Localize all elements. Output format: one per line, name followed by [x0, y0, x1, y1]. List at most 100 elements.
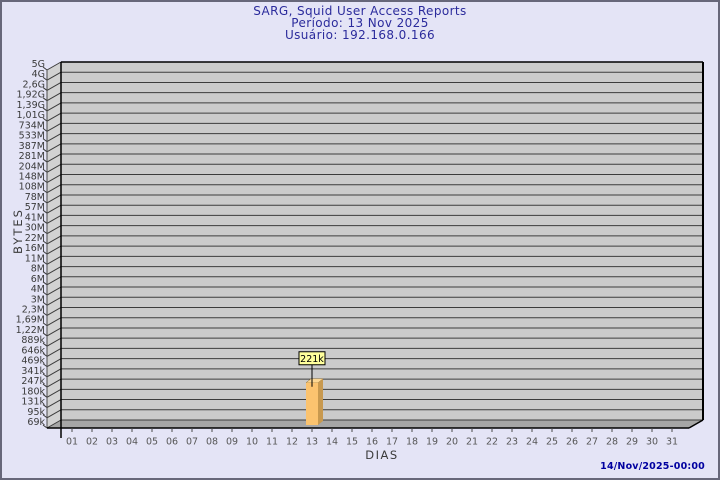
wall-gridline: [46, 419, 62, 429]
y-tick: [42, 393, 48, 398]
wall-gridline: [46, 153, 62, 163]
title-block: SARG, Squid User Access Reports Período:…: [2, 5, 718, 41]
wall-gridline: [46, 225, 62, 235]
wall-gridline: [46, 307, 62, 316]
wall-gridline: [46, 286, 62, 296]
x-tick-label: 28: [606, 436, 618, 447]
y-tick: [42, 383, 48, 388]
wall-gridline: [46, 255, 62, 265]
wall-gridline: [46, 82, 62, 91]
y-tick-label: 889k: [21, 335, 45, 346]
x-tick-label: 19: [426, 436, 438, 447]
chart-user: Usuário: 192.168.0.166: [284, 28, 436, 42]
wall-gridline: [46, 245, 62, 255]
wall-gridline: [46, 61, 62, 71]
y-tick-label: 387M: [19, 141, 45, 152]
y-tick: [42, 352, 48, 357]
wall-gridline: [46, 399, 62, 408]
floor-right-edge: [688, 419, 704, 429]
y-tick: [42, 250, 48, 255]
y-tick-label: 341k: [21, 366, 45, 377]
y-tick: [42, 209, 48, 214]
y-tick: [42, 107, 48, 112]
y-tick: [42, 404, 48, 408]
bar-value-label: 221k: [300, 354, 324, 365]
wall-gridline: [46, 112, 62, 122]
wall-gridline: [46, 204, 62, 214]
wall-gridline: [46, 327, 62, 337]
y-tick-label: 1,22M: [16, 325, 45, 336]
x-tick-label: 08: [206, 436, 218, 447]
y-tick: [42, 127, 48, 132]
y-tick-label: 5G: [32, 59, 45, 70]
y-tick: [42, 260, 48, 265]
y-tick-label: 95k: [27, 407, 45, 418]
x-tick-label: 20: [446, 436, 458, 447]
wall-gridline: [46, 368, 62, 378]
y-tick: [42, 189, 48, 194]
y-tick: [42, 117, 48, 122]
y-tick: [42, 332, 48, 337]
x-tick-label: 16: [366, 436, 378, 447]
y-tick: [42, 363, 48, 368]
wall-gridline: [46, 235, 62, 245]
y-tick: [42, 301, 48, 306]
y-tick: [42, 220, 48, 224]
wall-gridline: [46, 266, 62, 276]
wall-gridline: [46, 214, 62, 224]
x-tick-label: 26: [566, 436, 578, 447]
y-tick: [42, 342, 48, 347]
x-tick-label: 10: [246, 436, 258, 447]
x-tick-label: 02: [86, 436, 98, 447]
y-tick-label: 4G: [32, 69, 45, 80]
y-tick-label: 131k: [21, 397, 45, 408]
y-tick-label: 646k: [21, 345, 45, 356]
y-tick-label: 734M: [19, 120, 45, 131]
y-tick-label: 78M: [25, 192, 45, 203]
x-tick-label: 06: [166, 436, 178, 447]
y-tick: [42, 322, 48, 327]
wall-gridline: [46, 337, 62, 347]
y-tick: [42, 97, 48, 102]
y-tick: [42, 414, 48, 419]
wall-gridline: [46, 122, 62, 132]
wall-gridline: [46, 409, 62, 419]
y-tick-label: 16M: [25, 243, 45, 254]
bar-side-face: [318, 378, 323, 425]
y-tick-label: 41M: [25, 212, 45, 223]
x-tick-label: 29: [626, 436, 638, 447]
y-tick-label: 11M: [25, 253, 45, 264]
wall-gridline: [46, 296, 62, 306]
x-tick-label: 25: [546, 436, 558, 447]
y-tick: [42, 76, 48, 81]
y-tick-label: 2,3M: [22, 304, 45, 315]
wall-gridline: [46, 276, 62, 286]
generated-timestamp: 14/Nov/2025-00:00: [600, 461, 705, 472]
x-tick-label: 03: [106, 436, 118, 447]
y-tick: [42, 373, 48, 378]
y-tick: [42, 179, 48, 183]
y-tick-label: 3M: [31, 294, 45, 305]
value-label-box: [298, 351, 326, 366]
x-tick-label: 21: [466, 436, 478, 447]
y-tick-label: 1,69M: [16, 315, 45, 326]
y-tick-label: 4M: [31, 284, 45, 295]
x-tick-label: 07: [186, 436, 198, 447]
y-tick-label: 69k: [27, 417, 45, 428]
y-tick-label: 148M: [19, 172, 45, 183]
x-tick-label: 17: [386, 436, 398, 447]
y-tick: [42, 424, 48, 429]
y-tick-label: 1,01G: [16, 110, 45, 121]
x-tick-label: 22: [486, 436, 498, 447]
y-tick-label: 6M: [31, 274, 45, 285]
y-tick: [42, 199, 48, 204]
wall-gridline: [46, 388, 62, 398]
y-tick: [42, 138, 48, 143]
wall-gridline: [46, 143, 62, 153]
wall-gridline: [46, 174, 62, 183]
y-tick-label: 281M: [19, 151, 45, 162]
y-tick-label: 1,92G: [16, 90, 45, 101]
plot-face: [61, 62, 703, 420]
